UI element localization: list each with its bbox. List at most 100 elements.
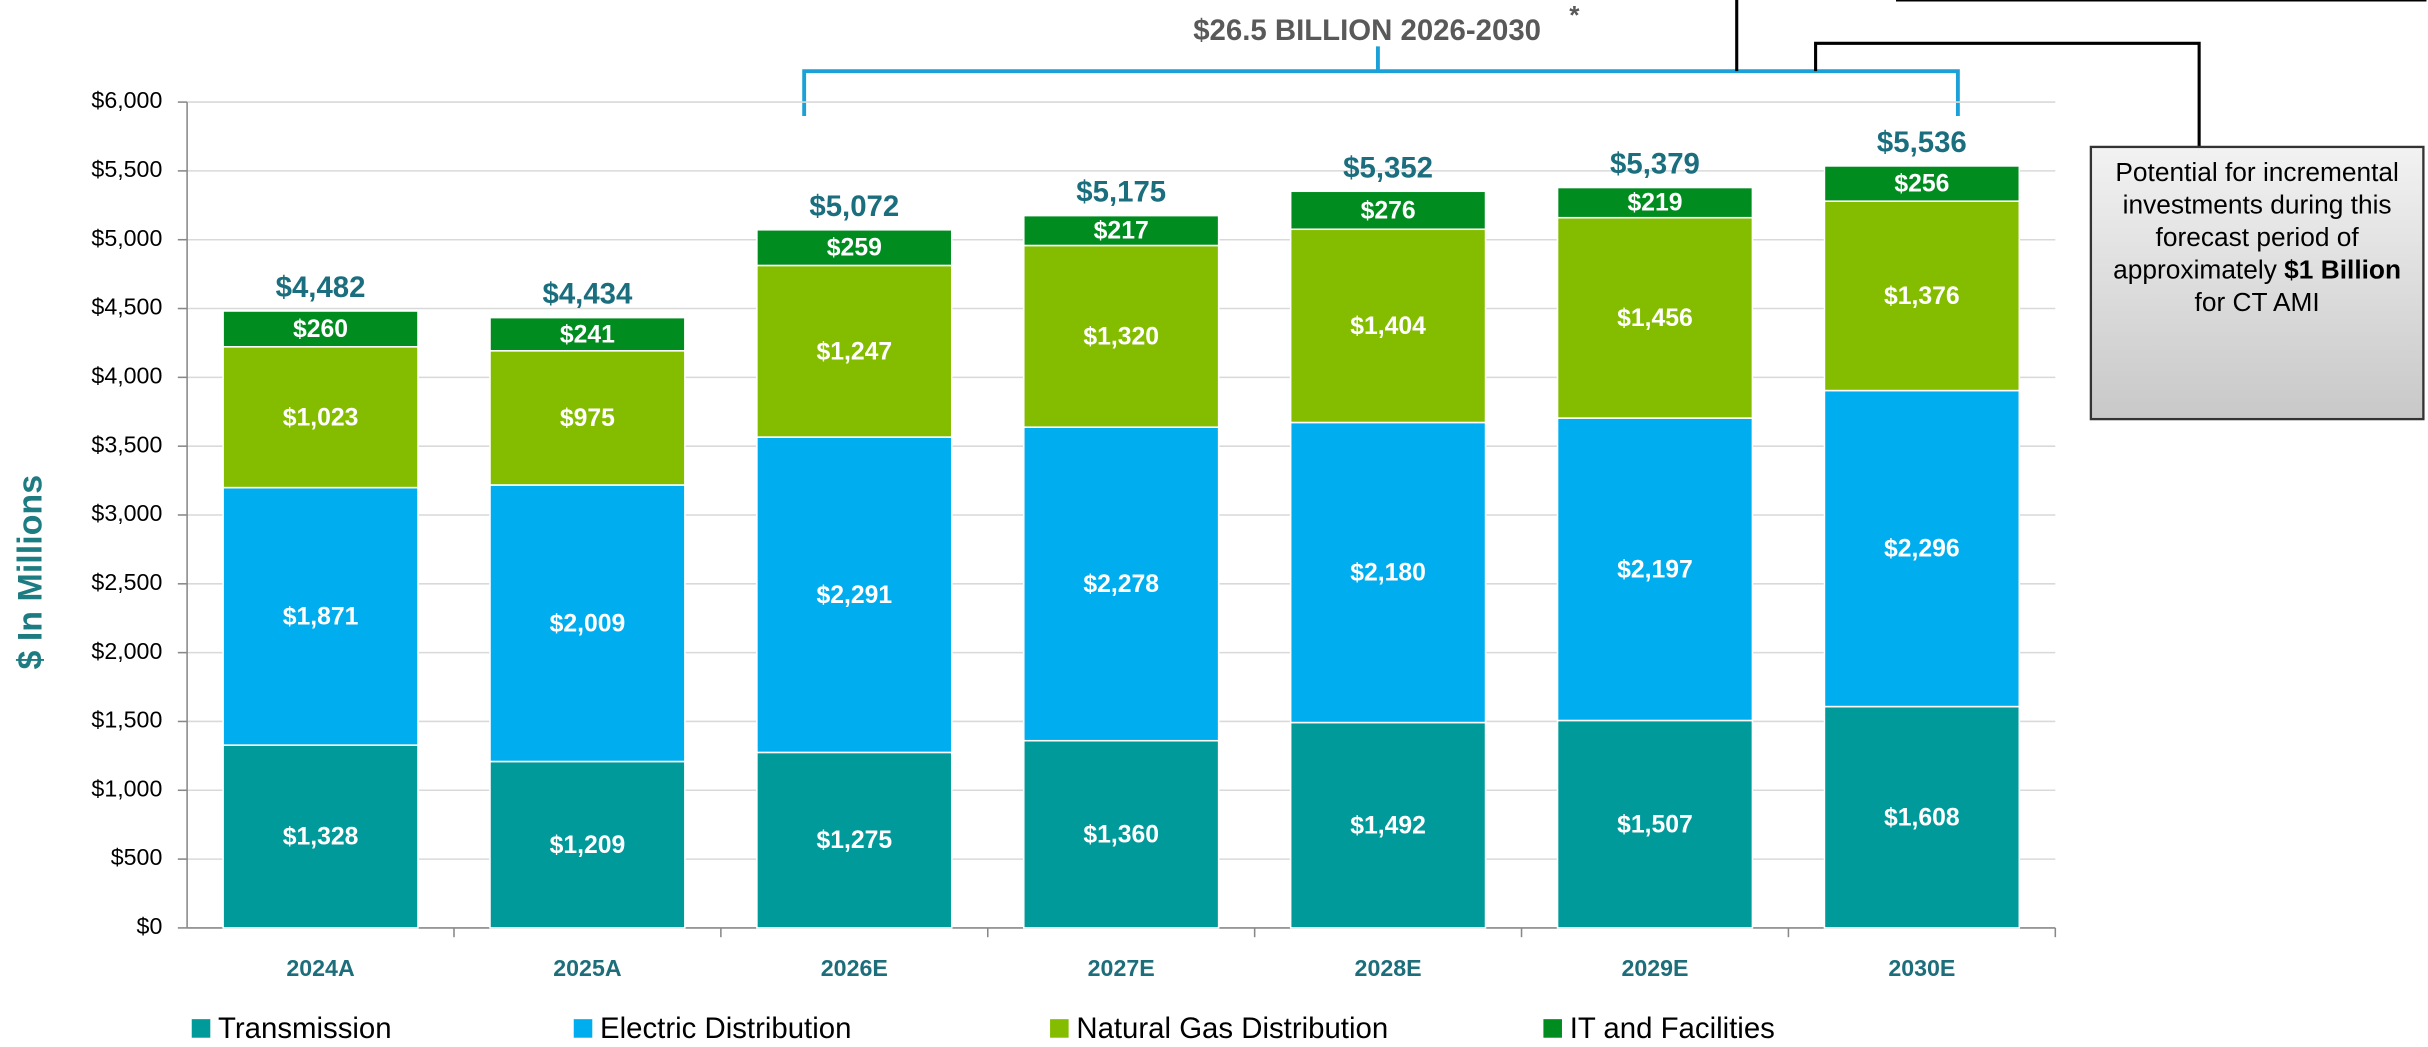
value-label: $276	[1361, 197, 1416, 224]
value-label: $1,209	[550, 832, 626, 859]
total-label: $4,434	[543, 278, 634, 311]
total-label: $5,072	[809, 190, 899, 223]
callout-part: for CT AMI	[2194, 287, 2320, 318]
title-mark: *	[1569, 0, 1580, 30]
bar-segment	[489, 760, 686, 929]
x-tick-label: 2027E	[1088, 955, 1155, 981]
y-tick-label: $500	[111, 844, 163, 870]
value-label: $2,009	[550, 610, 626, 637]
y-tick-label: $3,000	[91, 500, 162, 526]
value-label: $1,275	[816, 827, 892, 854]
x-tick-label: 2028E	[1355, 955, 1422, 981]
value-label: $1,456	[1617, 305, 1693, 332]
bar-segment	[1823, 165, 2021, 202]
bar-segment	[1556, 719, 1754, 929]
bar-segment	[1823, 705, 2021, 929]
bar-segment	[1289, 421, 1487, 724]
value-label: $1,376	[1884, 283, 1960, 310]
bar-segment	[756, 264, 953, 438]
y-tick-label: $2,000	[91, 638, 162, 664]
bar-segment	[1289, 721, 1487, 929]
bar-segment	[1289, 190, 1487, 231]
y-tick-label: $5,500	[91, 156, 162, 182]
value-label: $1,023	[283, 404, 359, 431]
legend-label: Natural Gas Distribution	[1076, 1012, 1388, 1045]
bar-segment	[489, 484, 686, 763]
bar-segment	[1023, 214, 1220, 247]
total-label: $4,482	[276, 271, 366, 304]
value-label: $975	[560, 405, 615, 432]
bar-segment	[1023, 426, 1220, 742]
value-label: $2,291	[816, 582, 892, 609]
bar-segment	[222, 310, 419, 348]
x-tick-label: 2029E	[1621, 955, 1688, 981]
bar-segment	[489, 316, 686, 352]
value-label: $259	[827, 235, 882, 262]
legend-label: Electric Distribution	[600, 1012, 851, 1045]
legend-swatch	[191, 1019, 211, 1038]
callout-part: Potential for incremental investments du…	[2113, 157, 2399, 285]
value-label: $2,296	[1884, 536, 1960, 563]
value-label: $1,360	[1083, 821, 1159, 848]
value-label: $1,320	[1083, 323, 1159, 350]
legend-label: IT and Facilities	[1570, 1012, 1775, 1045]
y-axis-label: $ In Millions	[11, 475, 49, 670]
value-label: $1,608	[1884, 804, 1960, 831]
legend-swatch	[1543, 1019, 1562, 1038]
callout-text: Potential for incremental investments du…	[2091, 150, 2424, 325]
bracket	[802, 46, 1960, 116]
value-label: $256	[1894, 171, 1949, 198]
x-tick-label: 2026E	[821, 955, 888, 981]
value-label: $217	[1094, 218, 1149, 245]
value-label: $2,278	[1083, 571, 1159, 598]
callout-bold: $1 Billion	[2284, 255, 2402, 285]
total-label: $5,536	[1877, 126, 1967, 159]
value-label: $219	[1627, 190, 1682, 217]
bar-segment	[222, 486, 419, 746]
bar-segment	[222, 346, 419, 489]
y-tick-label: $6,000	[91, 87, 162, 113]
callout-box	[2089, 145, 2425, 421]
bar-segment	[1556, 186, 1754, 219]
callout: Potential for incremental investments du…	[2091, 150, 2424, 325]
total-label: $5,175	[1076, 176, 1166, 209]
value-label: $1,328	[283, 824, 359, 851]
value-label: $1,871	[283, 603, 359, 630]
value-label: $1,492	[1350, 812, 1426, 839]
chart-title: $26.5 BILLION 2026-2030	[1193, 14, 1541, 47]
legend-swatch	[573, 1019, 593, 1038]
y-tick-label: $1,000	[91, 775, 162, 801]
y-tick-label: $1,500	[91, 707, 162, 733]
value-label: $1,404	[1350, 313, 1426, 340]
value-label: $2,180	[1350, 560, 1426, 587]
y-tick-label: $2,500	[91, 569, 162, 595]
bar-segment	[756, 229, 953, 267]
y-tick-label: $3,500	[91, 431, 162, 457]
x-tick-label: 2025A	[553, 955, 622, 981]
total-label: $5,352	[1343, 151, 1433, 184]
bar-segment	[222, 744, 419, 929]
bar-segment	[1556, 417, 1754, 722]
total-label: $5,379	[1610, 148, 1700, 181]
value-label: $2,197	[1617, 556, 1693, 583]
value-label: $1,247	[816, 338, 892, 365]
bar-segment	[489, 350, 686, 486]
legend-swatch	[1050, 1019, 1069, 1038]
bar-segment	[1823, 389, 2021, 708]
value-label: $241	[560, 321, 615, 348]
y-tick-label: $4,500	[91, 294, 162, 320]
value-label: $260	[293, 316, 348, 343]
y-tick-label: $0	[137, 913, 163, 939]
y-tick-label: $5,000	[91, 225, 162, 251]
bar-segment	[1023, 244, 1220, 428]
legend-label: Transmission	[218, 1012, 392, 1045]
x-tick-label: 2030E	[1888, 955, 1955, 981]
bar-segment	[1289, 228, 1487, 424]
value-label: $1,507	[1617, 811, 1693, 838]
connector	[1735, 0, 2427, 147]
bar-segment	[756, 751, 953, 929]
y-tick-label: $4,000	[91, 362, 162, 388]
bar-segment	[1823, 200, 2021, 392]
x-tick-label: 2024A	[286, 955, 355, 981]
